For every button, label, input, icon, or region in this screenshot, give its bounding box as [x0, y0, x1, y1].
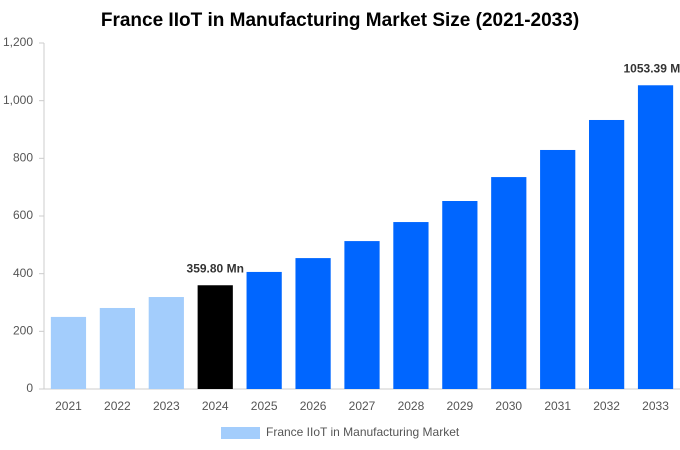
x-tick-label: 2030	[495, 399, 522, 413]
y-tick-label: 200	[13, 324, 33, 338]
y-tick-label: 0	[26, 381, 33, 395]
bar	[393, 222, 429, 389]
x-tick-label: 2021	[55, 399, 82, 413]
x-tick-label: 2022	[104, 399, 131, 413]
x-tick-label: 2026	[300, 399, 327, 413]
bar	[148, 297, 184, 389]
chart-title: France IIoT in Manufacturing Market Size…	[101, 10, 579, 31]
x-tick-label: 2025	[251, 399, 278, 413]
legend-label: France IIoT in Manufacturing Market	[266, 425, 460, 439]
x-tick-label: 2033	[642, 399, 669, 413]
x-tick-label: 2027	[349, 399, 376, 413]
x-tick-label: 2032	[593, 399, 620, 413]
x-tick-label: 2031	[544, 399, 571, 413]
bar	[589, 119, 625, 390]
bar	[246, 271, 282, 389]
x-tick-label: 2028	[398, 399, 425, 413]
data-label: 359.80 Mn	[187, 261, 244, 275]
bar	[491, 177, 527, 389]
x-tick-label: 2024	[202, 399, 229, 413]
bar	[99, 307, 135, 389]
bar	[540, 149, 576, 389]
x-tick-label: 2029	[446, 399, 473, 413]
bar	[197, 285, 233, 389]
bar	[442, 201, 478, 389]
y-tick-label: 800	[13, 151, 33, 165]
x-tick-label: 2023	[153, 399, 180, 413]
legend-swatch	[221, 427, 260, 439]
data-label: 1053.39 Mn	[624, 61, 680, 75]
y-tick-label: 1,200	[3, 35, 33, 49]
y-tick-label: 400	[13, 266, 33, 280]
bar	[344, 241, 380, 389]
bar	[50, 316, 87, 389]
bar	[637, 85, 674, 389]
y-tick-label: 1,000	[3, 93, 33, 107]
bar	[295, 258, 331, 389]
y-tick-label: 600	[13, 208, 33, 222]
